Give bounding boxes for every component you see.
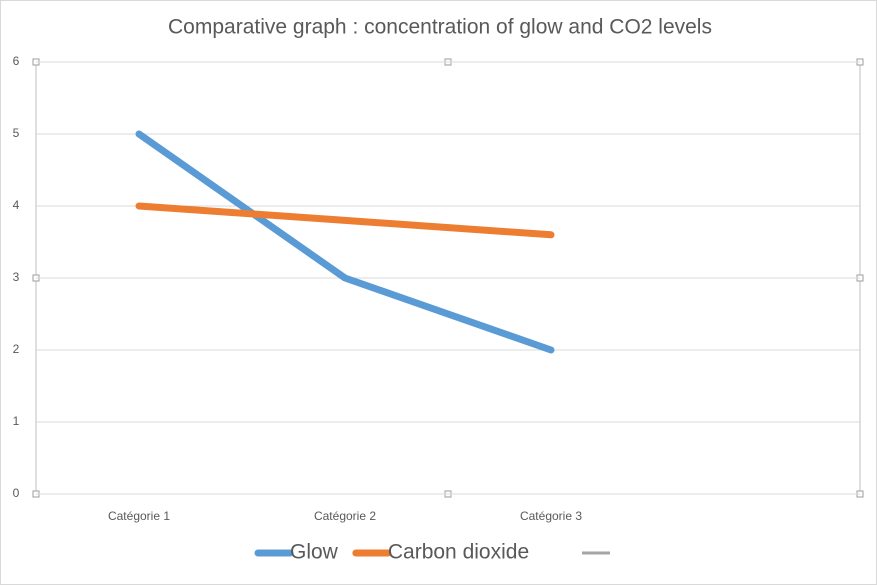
y-tick-label: 4 bbox=[13, 198, 20, 212]
legend-label: Carbon dioxide bbox=[388, 541, 529, 564]
legend-label: Glow bbox=[290, 541, 339, 564]
x-tick-label: Catégorie 1 bbox=[108, 509, 170, 523]
y-tick-label: 6 bbox=[13, 54, 20, 68]
series-lines bbox=[135, 130, 555, 354]
legend: Glow Carbon dioxide bbox=[254, 541, 610, 564]
y-tick-label: 2 bbox=[13, 342, 20, 356]
y-tick-label: 3 bbox=[13, 270, 20, 284]
chart-title: Comparative graph : concentration of glo… bbox=[168, 16, 712, 39]
x-tick-label: Catégorie 2 bbox=[314, 509, 376, 523]
x-tick-label: Catégorie 3 bbox=[520, 509, 582, 523]
y-tick-label: 0 bbox=[13, 486, 20, 500]
grid bbox=[36, 61, 860, 495]
y-tick-label: 5 bbox=[13, 126, 20, 140]
y-tick-label: 1 bbox=[13, 414, 20, 428]
series-line bbox=[135, 202, 555, 239]
series-line bbox=[135, 130, 555, 354]
